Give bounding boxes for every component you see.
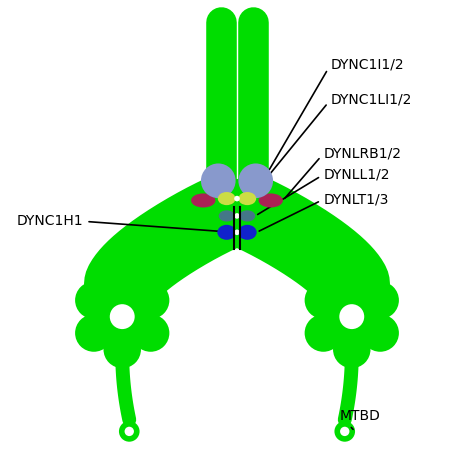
- Circle shape: [305, 314, 342, 352]
- Circle shape: [339, 304, 364, 329]
- Circle shape: [201, 164, 236, 198]
- Circle shape: [132, 282, 169, 319]
- Circle shape: [103, 265, 141, 302]
- Ellipse shape: [238, 192, 256, 205]
- Circle shape: [94, 289, 150, 345]
- Circle shape: [340, 427, 349, 436]
- Text: DYNC1I1/2: DYNC1I1/2: [269, 57, 404, 170]
- Ellipse shape: [258, 193, 283, 208]
- Circle shape: [335, 421, 355, 442]
- Circle shape: [362, 282, 399, 319]
- Circle shape: [110, 304, 135, 329]
- Circle shape: [75, 282, 112, 319]
- Circle shape: [75, 314, 112, 352]
- Circle shape: [333, 331, 371, 368]
- Text: DYNLRB1/2: DYNLRB1/2: [285, 146, 401, 198]
- Ellipse shape: [238, 225, 257, 240]
- Circle shape: [333, 265, 371, 302]
- Text: DYNC1H1: DYNC1H1: [17, 214, 230, 232]
- Circle shape: [305, 282, 342, 319]
- Circle shape: [324, 289, 380, 345]
- Circle shape: [125, 427, 134, 436]
- Ellipse shape: [217, 225, 236, 240]
- Ellipse shape: [218, 192, 236, 205]
- Circle shape: [119, 421, 139, 442]
- Ellipse shape: [239, 210, 255, 221]
- Text: DYNLT1/3: DYNLT1/3: [259, 192, 389, 231]
- Circle shape: [238, 164, 273, 198]
- Circle shape: [362, 314, 399, 352]
- Ellipse shape: [219, 210, 235, 221]
- Circle shape: [103, 331, 141, 368]
- Circle shape: [234, 229, 240, 235]
- Circle shape: [234, 196, 240, 201]
- Text: DYNC1LI1/2: DYNC1LI1/2: [266, 92, 412, 179]
- Text: MTBD: MTBD: [340, 409, 381, 429]
- Ellipse shape: [191, 193, 216, 208]
- Circle shape: [234, 213, 240, 219]
- Text: DYNLL1/2: DYNLL1/2: [258, 167, 390, 214]
- Circle shape: [132, 314, 169, 352]
